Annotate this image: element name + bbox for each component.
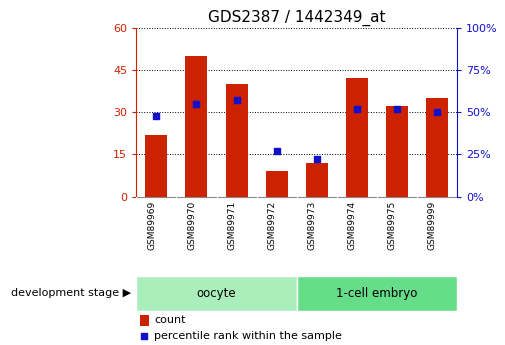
Bar	[185, 56, 208, 197]
Bar	[145, 135, 168, 197]
Point	[313, 157, 321, 162]
Text: GSM89969: GSM89969	[147, 201, 157, 250]
Point	[232, 98, 240, 103]
Text: GSM89970: GSM89970	[187, 201, 196, 250]
Text: GSM89972: GSM89972	[268, 201, 277, 250]
Point	[153, 113, 161, 118]
Text: oocyte: oocyte	[197, 287, 236, 300]
Bar	[266, 171, 288, 197]
Text: GSM89975: GSM89975	[388, 201, 397, 250]
Text: GSM89974: GSM89974	[348, 201, 357, 250]
Point	[273, 148, 281, 154]
Bar	[136, 276, 297, 310]
Point	[393, 106, 401, 111]
Text: GSM89973: GSM89973	[308, 201, 317, 250]
Point	[433, 109, 441, 115]
Title: GDS2387 / 1442349_at: GDS2387 / 1442349_at	[208, 10, 385, 26]
Text: 1-cell embryo: 1-cell embryo	[336, 287, 418, 300]
Bar	[386, 107, 408, 197]
Point	[353, 106, 361, 111]
Bar	[346, 78, 368, 197]
Text: GSM89971: GSM89971	[228, 201, 236, 250]
Point	[140, 333, 148, 338]
Text: GSM89999: GSM89999	[428, 201, 437, 250]
Bar	[226, 84, 247, 197]
Bar	[139, 315, 148, 326]
Bar	[297, 276, 457, 310]
Bar	[426, 98, 448, 197]
Bar	[306, 163, 328, 197]
Text: count: count	[154, 315, 185, 325]
Text: percentile rank within the sample: percentile rank within the sample	[154, 331, 342, 341]
Text: development stage ▶: development stage ▶	[11, 288, 131, 298]
Point	[192, 101, 200, 106]
